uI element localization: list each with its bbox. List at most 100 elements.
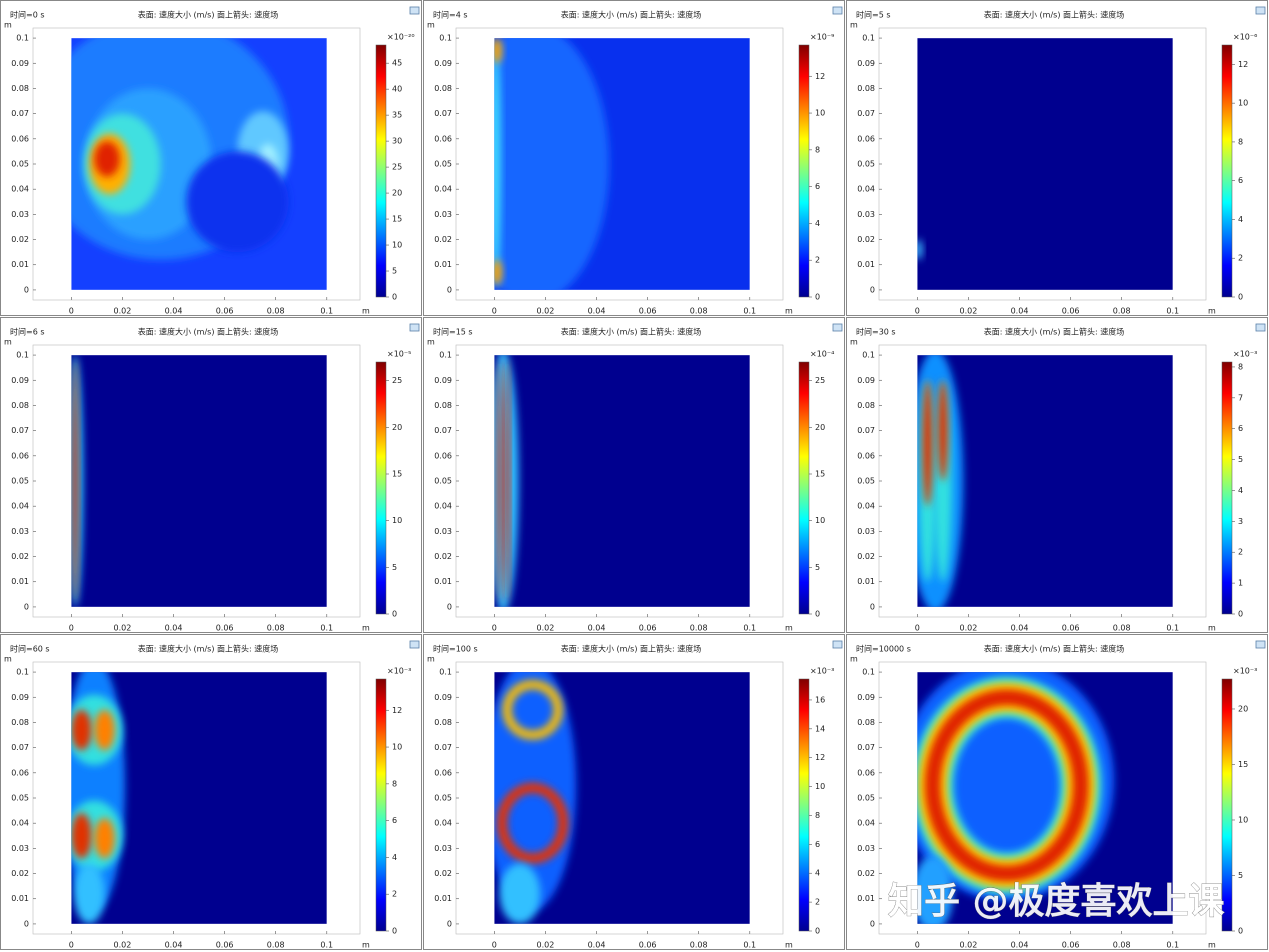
y-tick-label: 0.04 xyxy=(434,502,452,511)
x-axis-unit: m xyxy=(1208,624,1216,633)
panel: 时间=6 s 表面: 速度大小 (m/s) 面上箭头: 速度场 0 0.02 0.04 0… xyxy=(0,317,422,633)
x-tick-label: 0.08 xyxy=(267,307,285,316)
x-tick-label: 0.1 xyxy=(1166,624,1179,633)
y-tick-label: 0.05 xyxy=(434,477,452,486)
colorbar-tick-label: 8 xyxy=(1238,362,1243,371)
colorbar-tick-label: 7 xyxy=(1238,393,1243,402)
y-axis-unit: m xyxy=(427,655,435,664)
panel: 时间=15 s 表面: 速度大小 (m/s) 面上箭头: 速度场 0 0.02 0.04… xyxy=(423,317,845,633)
panel: 时间=30 s 表面: 速度大小 (m/s) 面上箭头: 速度场 0 0.02 0.04… xyxy=(846,317,1268,633)
plot-title: 表面: 速度大小 (m/s) 面上箭头: 速度场 xyxy=(561,10,701,20)
y-tick-label: 0 xyxy=(447,919,452,928)
y-tick-label: 0.1 xyxy=(439,668,452,677)
x-tick-label: 0.02 xyxy=(960,941,978,950)
colorbar-tick-label: 30 xyxy=(392,137,402,146)
x-tick-label: 0.02 xyxy=(114,624,132,633)
x-tick-label: 0.1 xyxy=(1166,941,1179,950)
velocity-field xyxy=(71,355,327,607)
x-tick-label: 0.08 xyxy=(267,941,285,950)
y-tick-label: 0.1 xyxy=(862,668,875,677)
x-tick-label: 0.1 xyxy=(320,307,333,316)
y-tick-label: 0.01 xyxy=(11,894,29,903)
colorbar-tick-label: 15 xyxy=(392,470,402,479)
colorbar-exponent: ×10⁻⁹ xyxy=(810,33,834,42)
colorbar xyxy=(375,361,387,615)
x-tick-label: 0.1 xyxy=(320,941,333,950)
colorbar-tick-label: 15 xyxy=(1238,760,1248,769)
y-tick-label: 0.05 xyxy=(857,794,875,803)
field-region xyxy=(71,709,92,751)
colorbar-tick-label: 0 xyxy=(392,293,397,302)
x-axis-unit: m xyxy=(785,624,793,633)
time-label: 时间=60 s xyxy=(10,644,50,654)
colorbar-tick-label: 0 xyxy=(392,610,397,619)
y-tick-label: 0.02 xyxy=(11,869,29,878)
icon xyxy=(409,640,420,649)
colorbar-tick-label: 0 xyxy=(815,610,820,619)
field-background xyxy=(71,355,327,607)
y-tick-label: 0.04 xyxy=(857,502,875,511)
velocity-field xyxy=(494,672,750,924)
colorbar-tick-label: 2 xyxy=(1238,548,1243,557)
icon xyxy=(832,323,843,332)
x-tick-label: 0.06 xyxy=(639,941,657,950)
y-tick-label: 0.09 xyxy=(11,376,29,385)
y-tick-label: 0.08 xyxy=(434,401,452,410)
y-tick-label: 0.07 xyxy=(857,426,875,435)
colorbar-tick-label: 12 xyxy=(815,753,825,762)
field-region xyxy=(72,360,79,602)
colorbar xyxy=(798,361,810,615)
x-tick-label: 0.06 xyxy=(216,941,234,950)
y-tick-label: 0.08 xyxy=(11,718,29,727)
y-tick-label: 0.05 xyxy=(434,160,452,169)
colorbar-tick-label: 8 xyxy=(815,145,820,154)
y-tick-label: 0.07 xyxy=(11,743,29,752)
x-tick-label: 0 xyxy=(492,307,497,316)
y-tick-label: 0.03 xyxy=(434,210,452,219)
colorbar-tick-label: 0 xyxy=(815,293,820,302)
x-tick-label: 0.04 xyxy=(1011,307,1029,316)
field-region xyxy=(494,38,501,290)
y-tick-label: 0.07 xyxy=(11,109,29,118)
panel: 时间=5 s 表面: 速度大小 (m/s) 面上箭头: 速度场 0 0.02 0.04 0… xyxy=(846,0,1268,316)
x-tick-label: 0 xyxy=(915,941,920,950)
colorbar-tick-label: 25 xyxy=(392,163,402,172)
x-tick-label: 0.02 xyxy=(537,624,555,633)
colorbar-exponent: ×10⁻³ xyxy=(810,667,834,676)
field-background xyxy=(917,355,1173,607)
y-tick-label: 0.08 xyxy=(11,401,29,410)
x-axis-unit: m xyxy=(785,941,793,950)
icon xyxy=(1255,640,1266,649)
time-label: 时间=5 s xyxy=(856,10,891,20)
time-label: 时间=100 s xyxy=(433,644,478,654)
plot-title: 表面: 速度大小 (m/s) 面上箭头: 速度场 xyxy=(138,10,278,20)
y-tick-label: 0.03 xyxy=(11,527,29,536)
colorbar-tick-label: 0 xyxy=(1238,293,1243,302)
y-tick-label: 0.08 xyxy=(434,718,452,727)
y-tick-label: 0.01 xyxy=(857,894,875,903)
colorbar-tick-label: 15 xyxy=(392,215,402,224)
colorbar-tick-label: 2 xyxy=(815,256,820,265)
colorbar-tick-label: 20 xyxy=(392,189,402,198)
colorbar-exponent: ×10⁻⁴ xyxy=(810,350,834,359)
y-tick-label: 0 xyxy=(870,919,875,928)
y-tick-label: 0.03 xyxy=(11,210,29,219)
field-region xyxy=(499,863,541,924)
y-tick-label: 0.04 xyxy=(857,819,875,828)
field-ring xyxy=(502,680,563,740)
y-tick-label: 0.09 xyxy=(434,693,452,702)
colorbar-tick-label: 5 xyxy=(1238,871,1243,880)
velocity-field xyxy=(494,355,750,607)
y-tick-label: 0.06 xyxy=(11,451,29,460)
y-tick-label: 0 xyxy=(870,285,875,294)
y-tick-label: 0.06 xyxy=(11,134,29,143)
y-tick-label: 0.08 xyxy=(857,401,875,410)
x-tick-label: 0.1 xyxy=(743,941,756,950)
icon xyxy=(1255,6,1266,15)
x-tick-label: 0.08 xyxy=(690,941,708,950)
colorbar xyxy=(375,678,387,932)
x-axis-unit: m xyxy=(362,624,370,633)
colorbar-tick-label: 8 xyxy=(392,779,397,788)
colorbar-tick-label: 5 xyxy=(815,563,820,572)
field-background xyxy=(917,38,1173,290)
